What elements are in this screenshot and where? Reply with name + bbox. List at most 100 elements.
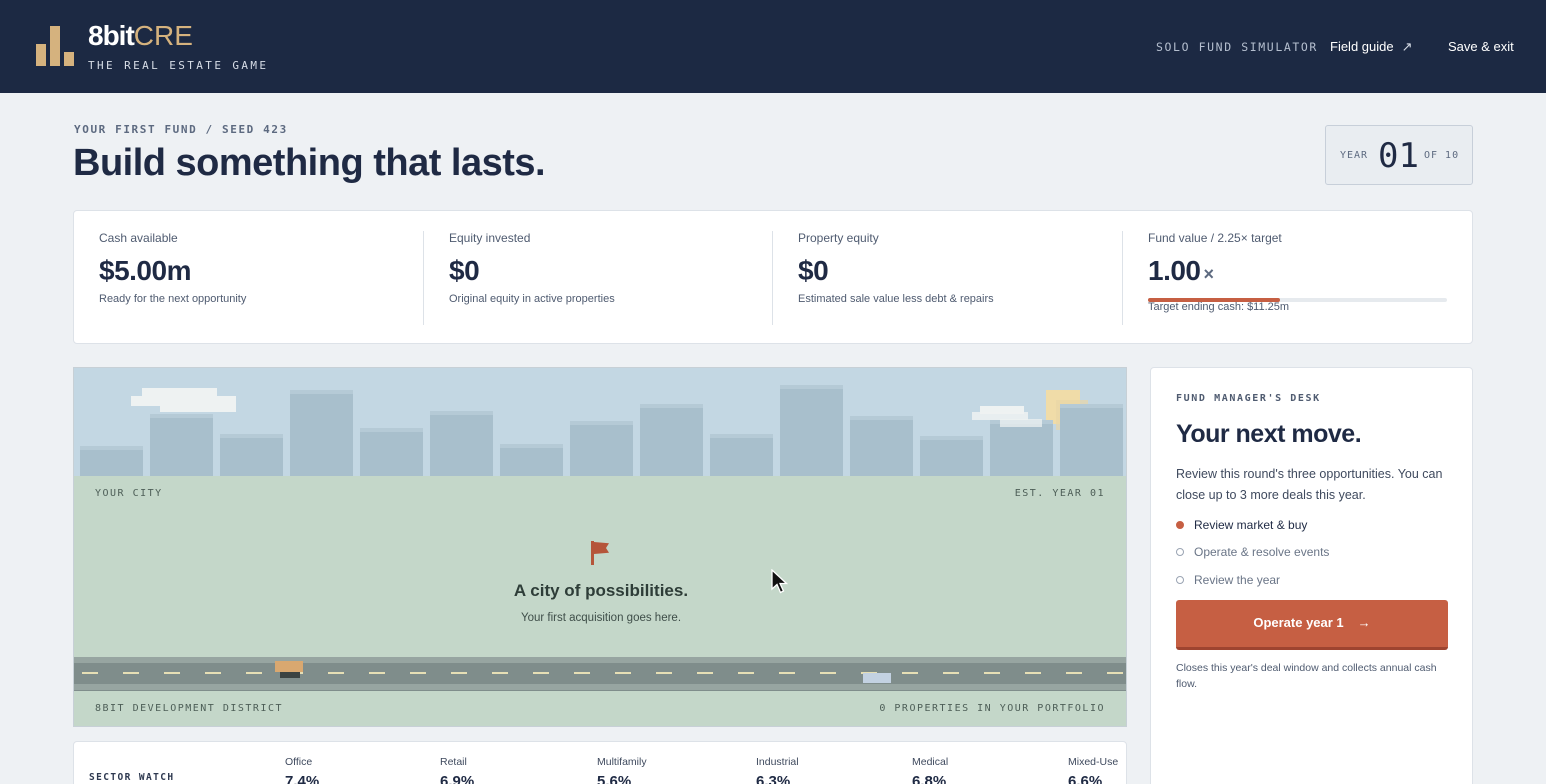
sector-rate: 6.9%	[440, 773, 475, 784]
cloud	[972, 412, 1028, 420]
sector-rate: 7.4%	[285, 773, 320, 784]
sector-item-industrial: Industrial 6.3%	[756, 756, 799, 784]
lane-dash	[697, 672, 713, 674]
stat-divider	[423, 231, 424, 325]
stat-value: $5.00m	[99, 255, 191, 286]
stat-equity-invested: Equity invested $0 Original equity in ac…	[423, 231, 749, 325]
skyline-building	[500, 444, 563, 476]
skyline-building	[990, 420, 1053, 476]
lane-dash	[615, 672, 631, 674]
sector-rate: 6.8%	[912, 773, 947, 784]
year-counter: YEAR 01 OF 10	[1325, 125, 1473, 185]
sector-name: Multifamily	[597, 756, 647, 768]
operate-year-label: Operate year 1	[1253, 615, 1344, 630]
skyline-building	[780, 385, 843, 476]
lane-dash	[820, 672, 836, 674]
lane-dash	[1107, 672, 1123, 674]
fund-stats-panel: Cash available $5.00m Ready for the next…	[73, 210, 1473, 344]
lane-dash	[656, 672, 672, 674]
step-dot-icon	[1176, 548, 1184, 556]
stat-label: Property equity	[798, 231, 879, 245]
fund-multiple-value: 1.00	[1148, 255, 1201, 286]
sector-name: Office	[285, 756, 313, 768]
lane-dash	[205, 672, 221, 674]
city-headline: A city of possibilities.	[513, 581, 689, 600]
page-title: Build something that lasts.	[73, 142, 546, 184]
stat-label: Equity invested	[449, 231, 531, 245]
stat-fund-value: Fund value / 2.25× target 1.00 × Target e…	[1122, 231, 1447, 325]
sector-name: Industrial	[756, 756, 799, 768]
road-shoulder	[74, 657, 1126, 663]
lane-dash	[123, 672, 139, 674]
stat-property-equity: Property equity $0 Estimated sale value …	[772, 231, 1098, 325]
portfolio-count: 0 PROPERTIES IN YOUR PORTFOLIO	[879, 703, 1105, 714]
lane-dash	[1025, 672, 1041, 674]
lane-dash	[984, 672, 1000, 674]
stat-label: Fund value / 2.25× target	[1148, 231, 1282, 245]
city-scene[interactable]: YOUR CITY EST. YEAR 01 A city of possibi…	[73, 367, 1127, 727]
car-shadow	[280, 672, 300, 678]
skyline-building	[150, 414, 213, 476]
step-label: Operate & resolve events	[1194, 545, 1330, 559]
sector-item-multifamily: Multifamily 5.6%	[597, 756, 647, 784]
operate-year-button[interactable]: Operate year 1 →	[1176, 600, 1448, 650]
lane-dash	[1066, 672, 1082, 674]
stat-label: Cash available	[99, 231, 178, 245]
car-sprite	[275, 661, 303, 672]
brand-logo[interactable]: 8bitCRE	[88, 20, 193, 51]
lane-dash	[574, 672, 590, 674]
year-of-total: OF 10	[1424, 150, 1460, 161]
city-skyline	[74, 368, 1126, 476]
step-review-market: Review market & buy	[1176, 518, 1307, 532]
fund-target-progress-bar	[1148, 298, 1447, 302]
stat-value: $0	[798, 255, 829, 286]
road-shoulder	[74, 684, 1126, 690]
sector-rate: 6.3%	[756, 773, 791, 784]
lane-dash	[451, 672, 467, 674]
lane-dash	[533, 672, 549, 674]
stat-subtext: Original equity in active properties	[449, 293, 615, 305]
desk-label: FUND MANAGER'S DESK	[1176, 393, 1321, 404]
step-label: Review market & buy	[1194, 518, 1308, 532]
sector-rate: 6.6%	[1068, 773, 1103, 784]
breadcrumb: YOUR FIRST FUND / SEED 423	[74, 123, 288, 136]
cloud	[980, 406, 1024, 414]
cloud	[131, 396, 236, 406]
desk-title: Your next move.	[1176, 420, 1362, 448]
stat-divider	[772, 231, 773, 325]
lane-dash	[738, 672, 754, 674]
sector-name: Medical	[912, 756, 949, 768]
skyline-building	[220, 434, 283, 476]
city-subline: Your first acquisition goes here.	[520, 612, 682, 624]
stat-divider	[1122, 231, 1123, 325]
skyline-building	[710, 434, 773, 476]
city-established-label: EST. YEAR 01	[1014, 488, 1105, 499]
arrow-right-icon: →	[1357, 615, 1371, 630]
stat-subtext: Estimated sale value less debt & repairs	[798, 293, 994, 305]
lane-dash	[902, 672, 918, 674]
year-label: YEAR	[1340, 150, 1369, 161]
year-value: 01	[1378, 136, 1419, 176]
lane-dash	[779, 672, 795, 674]
lane-dash	[943, 672, 959, 674]
field-guide-link[interactable]: Field guide ↗	[1330, 39, 1413, 55]
skyline-building	[80, 446, 143, 476]
step-review-year: Review the year	[1176, 573, 1280, 587]
skyline-building	[360, 428, 423, 476]
sector-item-mixed-use: Mixed-Use 6.6%	[1068, 756, 1118, 784]
cloud	[160, 402, 236, 412]
progress-fill	[1148, 298, 1280, 302]
skyline-building	[290, 390, 353, 476]
sector-item-medical: Medical 6.8%	[912, 756, 948, 784]
sector-name: Retail	[440, 756, 467, 768]
stat-subtext: Ready for the next opportunity	[99, 293, 247, 305]
save-exit-button[interactable]: Save & exit	[1448, 39, 1514, 54]
step-label: Review the year	[1194, 573, 1281, 587]
multiple-unit: ×	[1203, 264, 1215, 284]
sector-name: Mixed-Use	[1068, 756, 1119, 768]
stat-value: $0	[449, 255, 480, 286]
lane-dash	[369, 672, 385, 674]
mouse-cursor-icon	[771, 569, 789, 594]
nav-solo-fund-simulator[interactable]: SOLO FUND SIMULATOR	[1156, 40, 1318, 54]
skyline-building	[1060, 404, 1123, 476]
